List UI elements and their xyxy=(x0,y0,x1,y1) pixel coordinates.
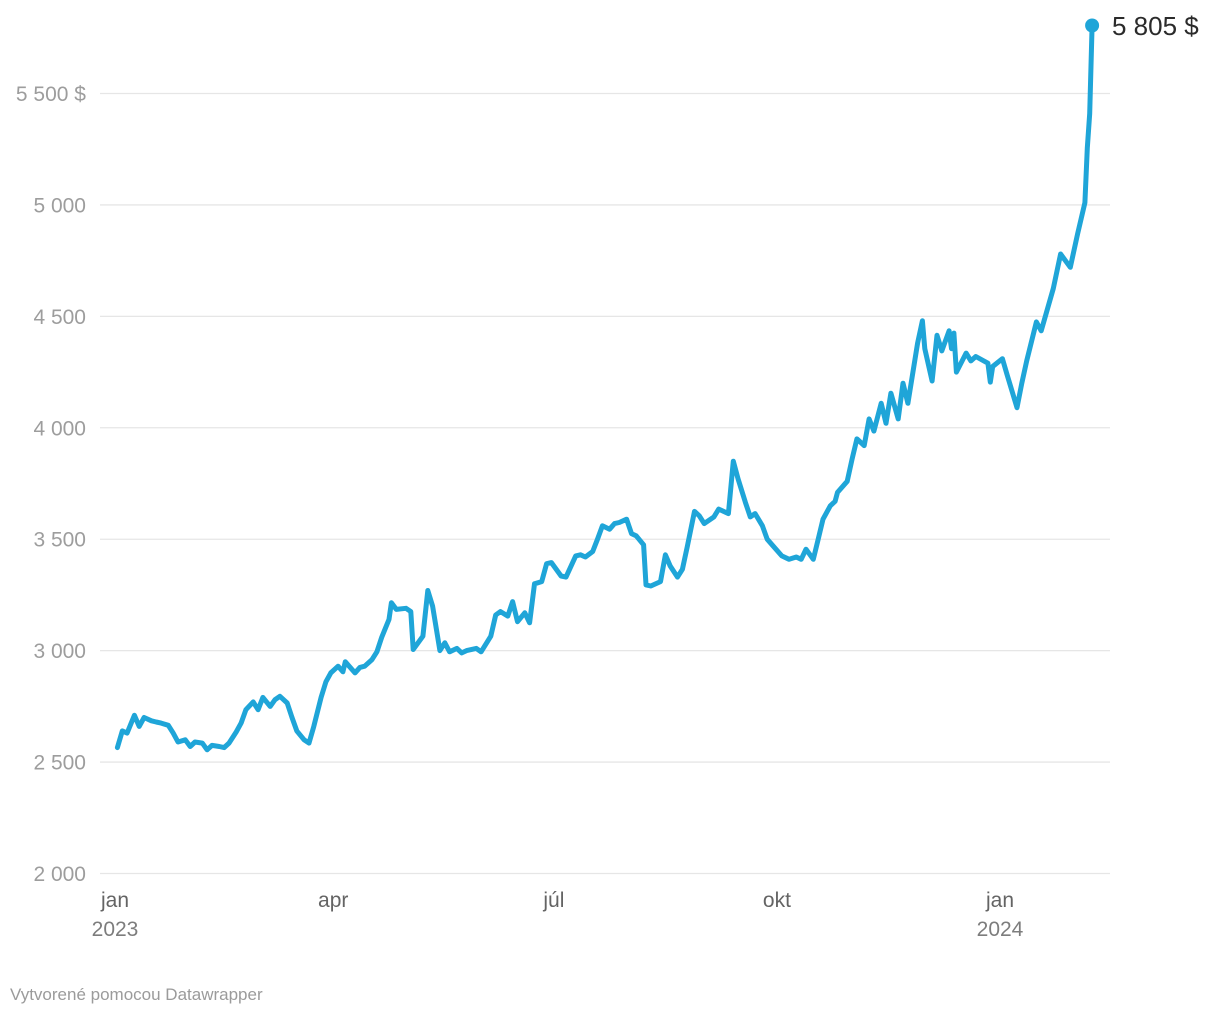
y-tick-label: 3 000 xyxy=(33,640,86,663)
end-value-label: 5 805 $ xyxy=(1112,11,1199,41)
x-tick-year-label: 2023 xyxy=(92,918,139,941)
y-tick-label: 4 000 xyxy=(33,417,86,440)
price-line xyxy=(114,23,1095,753)
x-tick-label: apr xyxy=(318,889,348,912)
x-tick-label: jan xyxy=(985,889,1014,912)
end-point-dot xyxy=(1085,18,1100,33)
datawrapper-credit: Vytvorené pomocou Datawrapper xyxy=(10,985,263,1004)
x-tick-label: jan xyxy=(100,889,129,912)
y-tick-label: 2 000 xyxy=(33,863,86,886)
x-tick-label: júl xyxy=(542,889,564,912)
y-tick-label: 5 000 xyxy=(33,194,86,217)
y-tick-label: 2 500 xyxy=(33,752,86,775)
y-tick-label: 5 500 $ xyxy=(16,83,86,106)
y-tick-label: 3 500 xyxy=(33,529,86,552)
y-tick-label: 4 500 xyxy=(33,306,86,329)
x-tick-label: okt xyxy=(763,889,791,912)
x-tick-year-label: 2024 xyxy=(977,918,1024,941)
